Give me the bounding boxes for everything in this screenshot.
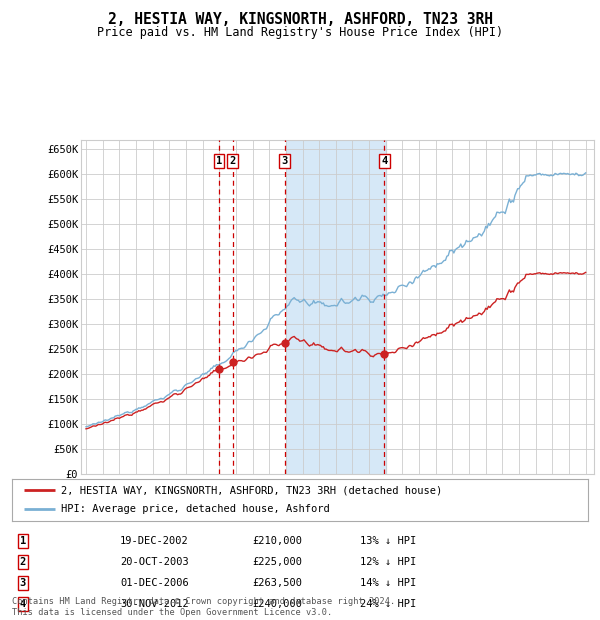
Text: £240,000: £240,000 — [252, 599, 302, 609]
Text: HPI: Average price, detached house, Ashford: HPI: Average price, detached house, Ashf… — [61, 505, 330, 515]
Text: 1: 1 — [20, 536, 26, 546]
Text: 12% ↓ HPI: 12% ↓ HPI — [360, 557, 416, 567]
Text: 3: 3 — [281, 156, 287, 166]
Text: 3: 3 — [20, 578, 26, 588]
Text: Price paid vs. HM Land Registry's House Price Index (HPI): Price paid vs. HM Land Registry's House … — [97, 26, 503, 39]
Text: 24% ↓ HPI: 24% ↓ HPI — [360, 599, 416, 609]
Text: 2: 2 — [20, 557, 26, 567]
Text: £210,000: £210,000 — [252, 536, 302, 546]
Text: 14% ↓ HPI: 14% ↓ HPI — [360, 578, 416, 588]
Text: 1: 1 — [215, 156, 222, 166]
Text: Contains HM Land Registry data © Crown copyright and database right 2024.
This d: Contains HM Land Registry data © Crown c… — [12, 598, 395, 617]
Text: 30-NOV-2012: 30-NOV-2012 — [120, 599, 189, 609]
Text: £225,000: £225,000 — [252, 557, 302, 567]
Text: 2: 2 — [229, 156, 236, 166]
Text: 2, HESTIA WAY, KINGSNORTH, ASHFORD, TN23 3RH (detached house): 2, HESTIA WAY, KINGSNORTH, ASHFORD, TN23… — [61, 485, 442, 495]
Text: 4: 4 — [382, 156, 388, 166]
Text: 20-OCT-2003: 20-OCT-2003 — [120, 557, 189, 567]
Text: £263,500: £263,500 — [252, 578, 302, 588]
Text: 2, HESTIA WAY, KINGSNORTH, ASHFORD, TN23 3RH: 2, HESTIA WAY, KINGSNORTH, ASHFORD, TN23… — [107, 12, 493, 27]
Bar — [286, 140, 386, 474]
Text: 4: 4 — [20, 599, 26, 609]
Text: 19-DEC-2002: 19-DEC-2002 — [120, 536, 189, 546]
Text: 01-DEC-2006: 01-DEC-2006 — [120, 578, 189, 588]
Text: 13% ↓ HPI: 13% ↓ HPI — [360, 536, 416, 546]
